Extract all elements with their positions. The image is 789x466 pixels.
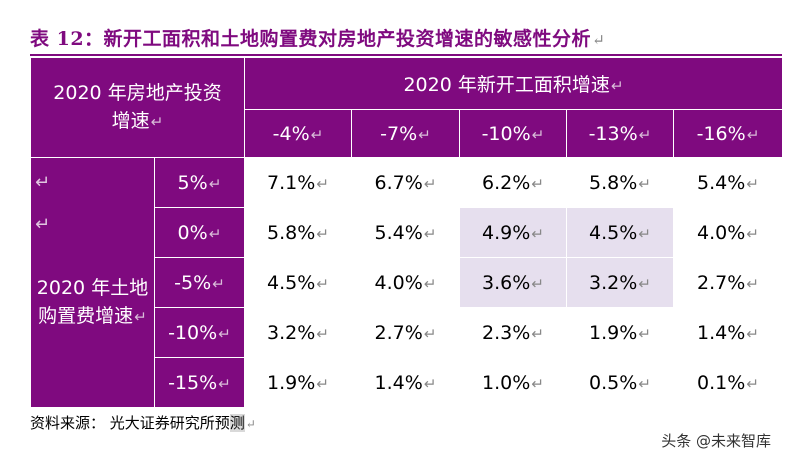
col-header: -16%↵ — [672, 109, 784, 158]
table-cell: 2.7%↵ — [351, 307, 460, 358]
table-cell: 1.4%↵ — [672, 307, 784, 358]
table-title: 表 12：新开工面积和土地购置费对房地产投资增速的敏感性分析↵ — [30, 28, 606, 50]
table-cell: 4.5%↵ — [244, 257, 352, 308]
table-cell-highlighted: 3.6%↵ — [459, 257, 567, 308]
row-group-header: ↵ ↵ 2020 年土地 购置费增速↵ — [30, 157, 155, 408]
table-cell: 1.0%↵ — [459, 357, 567, 408]
table-cell-highlighted: 4.9%↵ — [459, 207, 567, 258]
table-cell: 2.3%↵ — [459, 307, 567, 358]
row-header: -10%↵ — [154, 307, 245, 358]
table-cell: 1.9%↵ — [566, 307, 674, 358]
table-cell: 6.2%↵ — [459, 157, 567, 208]
col-header: -13%↵ — [566, 109, 674, 158]
table-cell: 5.4%↵ — [351, 207, 460, 258]
row-header: -15%↵ — [154, 357, 245, 408]
table-cell-highlighted: 4.5%↵ — [566, 207, 674, 258]
table-cell: 1.9%↵ — [244, 357, 352, 408]
table-cell: 2.7%↵ — [672, 257, 784, 308]
table-cell: 4.0%↵ — [672, 207, 784, 258]
table-cell: 5.8%↵ — [566, 157, 674, 208]
row-header: 5%↵ — [154, 157, 245, 208]
table-cell: 3.2%↵ — [244, 307, 352, 358]
title-rule — [30, 54, 782, 56]
row-header: -5%↵ — [154, 257, 245, 308]
table-cell: 5.4%↵ — [672, 157, 784, 208]
table-cell: 5.8%↵ — [244, 207, 352, 258]
table-cell: 1.4%↵ — [351, 357, 460, 408]
table-cell: 4.0%↵ — [351, 257, 460, 308]
table-cell: 0.5%↵ — [566, 357, 674, 408]
col-group-header: 2020 年新开工面积增速↵ — [243, 57, 784, 110]
paragraph-marks: ↵ ↵ — [35, 172, 51, 235]
col-header: -7%↵ — [351, 109, 460, 158]
col-header: -10%↵ — [459, 109, 567, 158]
row-header: 0%↵ — [154, 207, 245, 258]
watermark: 头条 @未来智库 — [661, 432, 771, 450]
sensitivity-table: 2020 年房地产投资 增速↵ 2020 年新开工面积增速↵ -4%↵ -7%↵ … — [30, 57, 784, 408]
table-cell: 6.7%↵ — [351, 157, 460, 208]
corner-header: 2020 年房地产投资 增速↵ — [30, 57, 245, 158]
table-cell: 0.1%↵ — [672, 357, 784, 408]
col-header: -4%↵ — [244, 109, 352, 158]
table-cell: 7.1%↵ — [244, 157, 352, 208]
table-cell-highlighted: 3.2%↵ — [566, 257, 674, 308]
source-note: 资料来源： 光大证券研究所预测↵ — [30, 414, 256, 432]
